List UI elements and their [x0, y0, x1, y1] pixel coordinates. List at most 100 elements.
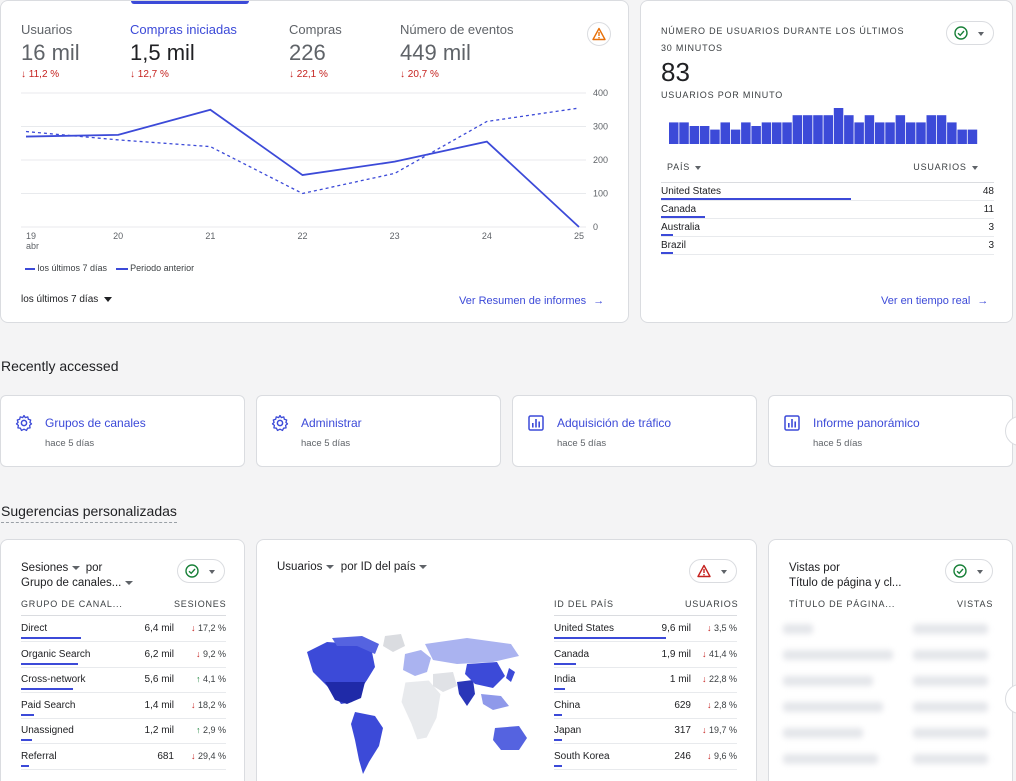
map-region-china: [465, 662, 505, 688]
country-row[interactable]: Australia 3: [661, 219, 994, 237]
warning-button[interactable]: [587, 22, 611, 46]
status-dropdown[interactable]: [946, 21, 994, 45]
y-tick-label: 0: [593, 222, 598, 232]
map-region-greenland: [383, 634, 405, 652]
row-delta: 9,6 %: [713, 750, 737, 761]
country-metric-selector[interactable]: Usuarios por ID del país: [277, 561, 427, 573]
x-tick-label: 25: [574, 231, 584, 241]
minute-bar: [854, 122, 864, 144]
date-range-selector[interactable]: los últimos 7 días: [21, 294, 113, 305]
report-summary-link[interactable]: Ver Resumen de informes →: [459, 295, 604, 307]
x-tick-label: 22: [297, 231, 307, 241]
dimension-name: Título de página y cl...: [789, 577, 902, 589]
arrow-down-icon: ↓: [706, 750, 714, 761]
minute-bar: [875, 122, 885, 144]
status-dropdown[interactable]: [177, 559, 225, 583]
x-tick-label: 23: [390, 231, 400, 241]
realtime-title: NÚMERO DE USUARIOS DURANTE LOS ÚLTIMOS 3…: [661, 23, 904, 57]
x-month-label: abr: [26, 241, 39, 251]
metric-tab-checkouts[interactable]: Compras iniciadas 1,5 mil ↓ 12,7 %: [130, 22, 260, 82]
table-row[interactable]: China 629 ↓ 2,8 %: [554, 693, 737, 719]
share-bar: [21, 764, 29, 767]
table-row[interactable]: United States 9,6 mil ↓ 3,5 %: [554, 616, 737, 642]
metric-name: Vistas por: [789, 562, 840, 574]
realtime-link[interactable]: Ver en tiempo real →: [881, 295, 988, 307]
blurred-row: [783, 728, 863, 738]
table-row[interactable]: Cross-network 5,6 mil ↑ 4,1 %: [21, 667, 226, 693]
share-bar: [21, 637, 81, 639]
minute-bar: [720, 122, 730, 144]
table-row[interactable]: Paid Search 1,4 mil ↓ 18,2 %: [21, 693, 226, 719]
share-bar: [21, 713, 35, 716]
arrow-down-icon: ↓: [701, 725, 709, 735]
recent-heading: Recently accessed: [1, 358, 119, 374]
metric-name: Sesiones: [21, 562, 69, 574]
table-row[interactable]: Canada 1,9 mil ↓ 41,4 %: [554, 642, 737, 668]
realtime-title-line2: 30 MINUTOS: [661, 43, 723, 53]
caret-down-icon: [978, 32, 984, 36]
metric-tab-events[interactable]: Número de eventos 449 mil ↓ 20,7 %: [400, 22, 530, 82]
map-region-europe: [403, 650, 431, 676]
row-change: ↓ 19,7 %: [702, 725, 737, 735]
country-table: United States 9,6 mil ↓ 3,5 % Canada 1,9 mil…: [554, 615, 737, 781]
table-row[interactable]: Direct 6,4 mil ↓ 17,2 %: [21, 616, 226, 642]
country-column-header[interactable]: PAÍS: [667, 162, 702, 172]
table-row[interactable]: Referral 681 ↓ 29,4 %: [21, 744, 226, 770]
line-chart: 400 300 200 100 0 19 20 21 22 23 24 25 abr: [21, 88, 608, 251]
map-region-canada-north: [332, 636, 379, 654]
users-count: 3: [988, 222, 994, 233]
suggestions-heading: Sugerencias personalizadas: [1, 503, 177, 523]
map-region-south-america: [351, 712, 383, 774]
row-delta: 9,2 %: [202, 648, 226, 659]
minute-bar: [957, 129, 967, 144]
recent-item-overview-report[interactable]: Informe panorámico hace 5 días: [768, 395, 1013, 467]
caret-down-icon: [209, 570, 215, 574]
minute-bar: [792, 115, 803, 144]
country-row[interactable]: Brazil 3: [661, 237, 994, 255]
map-region-india: [457, 680, 475, 706]
minute-bar: [895, 115, 906, 144]
table-row[interactable]: Organic Search 6,2 mil ↓ 9,2 %: [21, 642, 226, 668]
recent-item-title: Administrar: [301, 416, 362, 430]
share-bar: [554, 688, 566, 690]
minute-bar: [916, 122, 926, 144]
row-value: 681: [157, 750, 174, 762]
users-count: 3: [988, 240, 994, 251]
metric-delta: ↓ 22,1 %: [289, 69, 328, 80]
minute-bar: [761, 122, 772, 144]
recent-item-traffic-acquisition[interactable]: Adquisición de tráfico hace 5 días: [512, 395, 757, 467]
country-row[interactable]: Canada 11: [661, 201, 994, 219]
metric-tab-purchases[interactable]: Compras 226 ↓ 22,1 %: [289, 22, 389, 82]
recent-item-admin[interactable]: Administrar hace 5 días: [256, 395, 501, 467]
recent-item-channel-groups[interactable]: Grupos de canales hace 5 días: [0, 395, 245, 467]
country-row[interactable]: United States 48: [661, 183, 994, 201]
arrow-down-icon: ↓: [706, 699, 714, 710]
table-row[interactable]: South Korea 246 ↓ 9,6 %: [554, 744, 737, 770]
metric-delta: ↓ 20,7 %: [400, 69, 439, 80]
table-row[interactable]: Unassigned 1,2 mil ↑ 2,9 %: [21, 718, 226, 744]
x-tick-label: 20: [113, 231, 123, 241]
metric-label: Compras: [289, 22, 342, 37]
arrow-right-icon: →: [977, 295, 989, 307]
row-delta: 22,8 %: [708, 674, 737, 684]
x-tick-label: 19: [26, 231, 36, 241]
row-label: Direct: [21, 623, 48, 634]
table-row[interactable]: Japan 317 ↓ 19,7 %: [554, 718, 737, 744]
warning-dropdown[interactable]: [689, 559, 737, 583]
bar-chart-icon: [528, 415, 544, 431]
sessions-card: Sesiones por Grupo de canales... GRUPO D…: [0, 539, 245, 781]
realtime-value: 83: [661, 57, 690, 87]
metric-tab-users[interactable]: Usuarios 16 mil ↓ 11,2 %: [21, 22, 121, 82]
table-row[interactable]: India 1 mil ↓ 22,8 %: [554, 667, 737, 693]
x-tick-label: 21: [205, 231, 215, 241]
sessions-metric-selector[interactable]: Sesiones por Grupo de canales...: [21, 561, 133, 591]
minute-bar: [813, 115, 823, 144]
metric-name: Usuarios: [277, 561, 323, 573]
status-dropdown[interactable]: [945, 559, 993, 583]
minute-bar: [844, 115, 854, 144]
row-label: Canada: [554, 648, 590, 660]
views-metric-selector[interactable]: Vistas por Título de página y cl...: [789, 561, 902, 591]
realtime-subtitle: USUARIOS POR MINUTO: [661, 90, 784, 100]
users-column-header[interactable]: USUARIOS: [913, 162, 978, 172]
map-region-united-states: [325, 682, 365, 704]
